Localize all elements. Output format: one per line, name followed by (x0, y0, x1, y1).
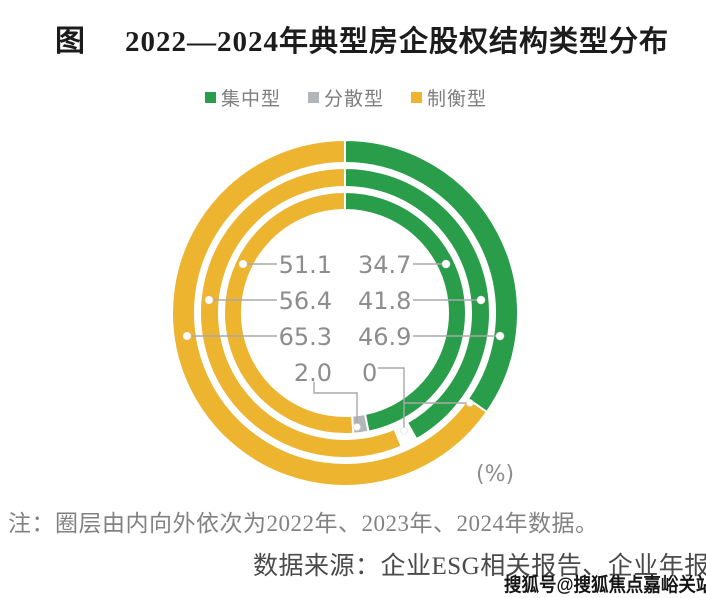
legend-item-dispersed: 分散型 (308, 84, 384, 111)
ring-2024 (171, 138, 519, 487)
legend: 集中型 分散型 制衡型 (205, 84, 487, 111)
legend-item-concentrated: 集中型 (205, 84, 281, 111)
callout-values: 51.1 56.4 65.3 2.0 34.7 41.8 46.9 0 (279, 251, 412, 387)
segment-2024-制衡型 (171, 138, 489, 487)
leader-dot (476, 295, 486, 305)
callout-value: 46.9 (358, 323, 411, 351)
callout-value: 41.8 (358, 287, 411, 315)
callout-value: 65.3 (279, 323, 332, 351)
leader-dot (182, 331, 192, 341)
legend-label: 分散型 (324, 89, 385, 110)
leader-dot (400, 427, 408, 435)
legend-swatch-dispersed-icon (308, 92, 320, 103)
watermark-text: 搜狐号@搜狐焦点嘉峪关站 (504, 575, 706, 596)
leader-dot (353, 423, 361, 431)
leader-line (313, 382, 358, 425)
callout-value: 51.1 (279, 251, 332, 279)
legend-item-balanced: 制衡型 (411, 84, 487, 111)
leader-dot (238, 259, 248, 269)
callout-value: 0 (362, 359, 377, 387)
leader-dots (182, 259, 505, 435)
legend-swatch-balanced-icon (411, 92, 423, 103)
note-text: 注：圈层由内向外依次为2022年、2023年、2024年数据。 (8, 511, 599, 536)
legend-label: 制衡型 (427, 89, 488, 110)
title-prefix: 图 (55, 25, 85, 58)
ring-2023 (198, 166, 491, 459)
ring-2022 (222, 190, 467, 435)
title-text: 2022—2024年典型房企股权结构类型分布 (125, 26, 670, 58)
segment-2023-制衡型 (198, 166, 404, 459)
legend-label: 集中型 (221, 89, 282, 110)
callout-value: 34.7 (358, 251, 411, 279)
leader-dot (204, 295, 214, 305)
legend-swatch-concentrated-icon (205, 92, 216, 103)
source-text: 数据来源：企业ESG相关报告、企业年报。 (253, 553, 706, 580)
donut-rings (171, 138, 519, 487)
leader-dot (441, 259, 451, 269)
leader-dot (495, 331, 505, 341)
segment-2022-制衡型 (222, 190, 355, 435)
callout-value: 2.0 (294, 359, 332, 387)
leader-line (378, 367, 405, 430)
callout-value: 56.4 (279, 287, 332, 315)
segment-2022-分散型 (351, 412, 370, 435)
leader-dot (466, 399, 474, 407)
segment-2023-集中型 (344, 166, 491, 441)
page-title: 图 2022—2024年典型房企股权结构类型分布 (55, 16, 669, 60)
callout-lines (187, 263, 500, 430)
unit-label: (%) (476, 462, 514, 487)
